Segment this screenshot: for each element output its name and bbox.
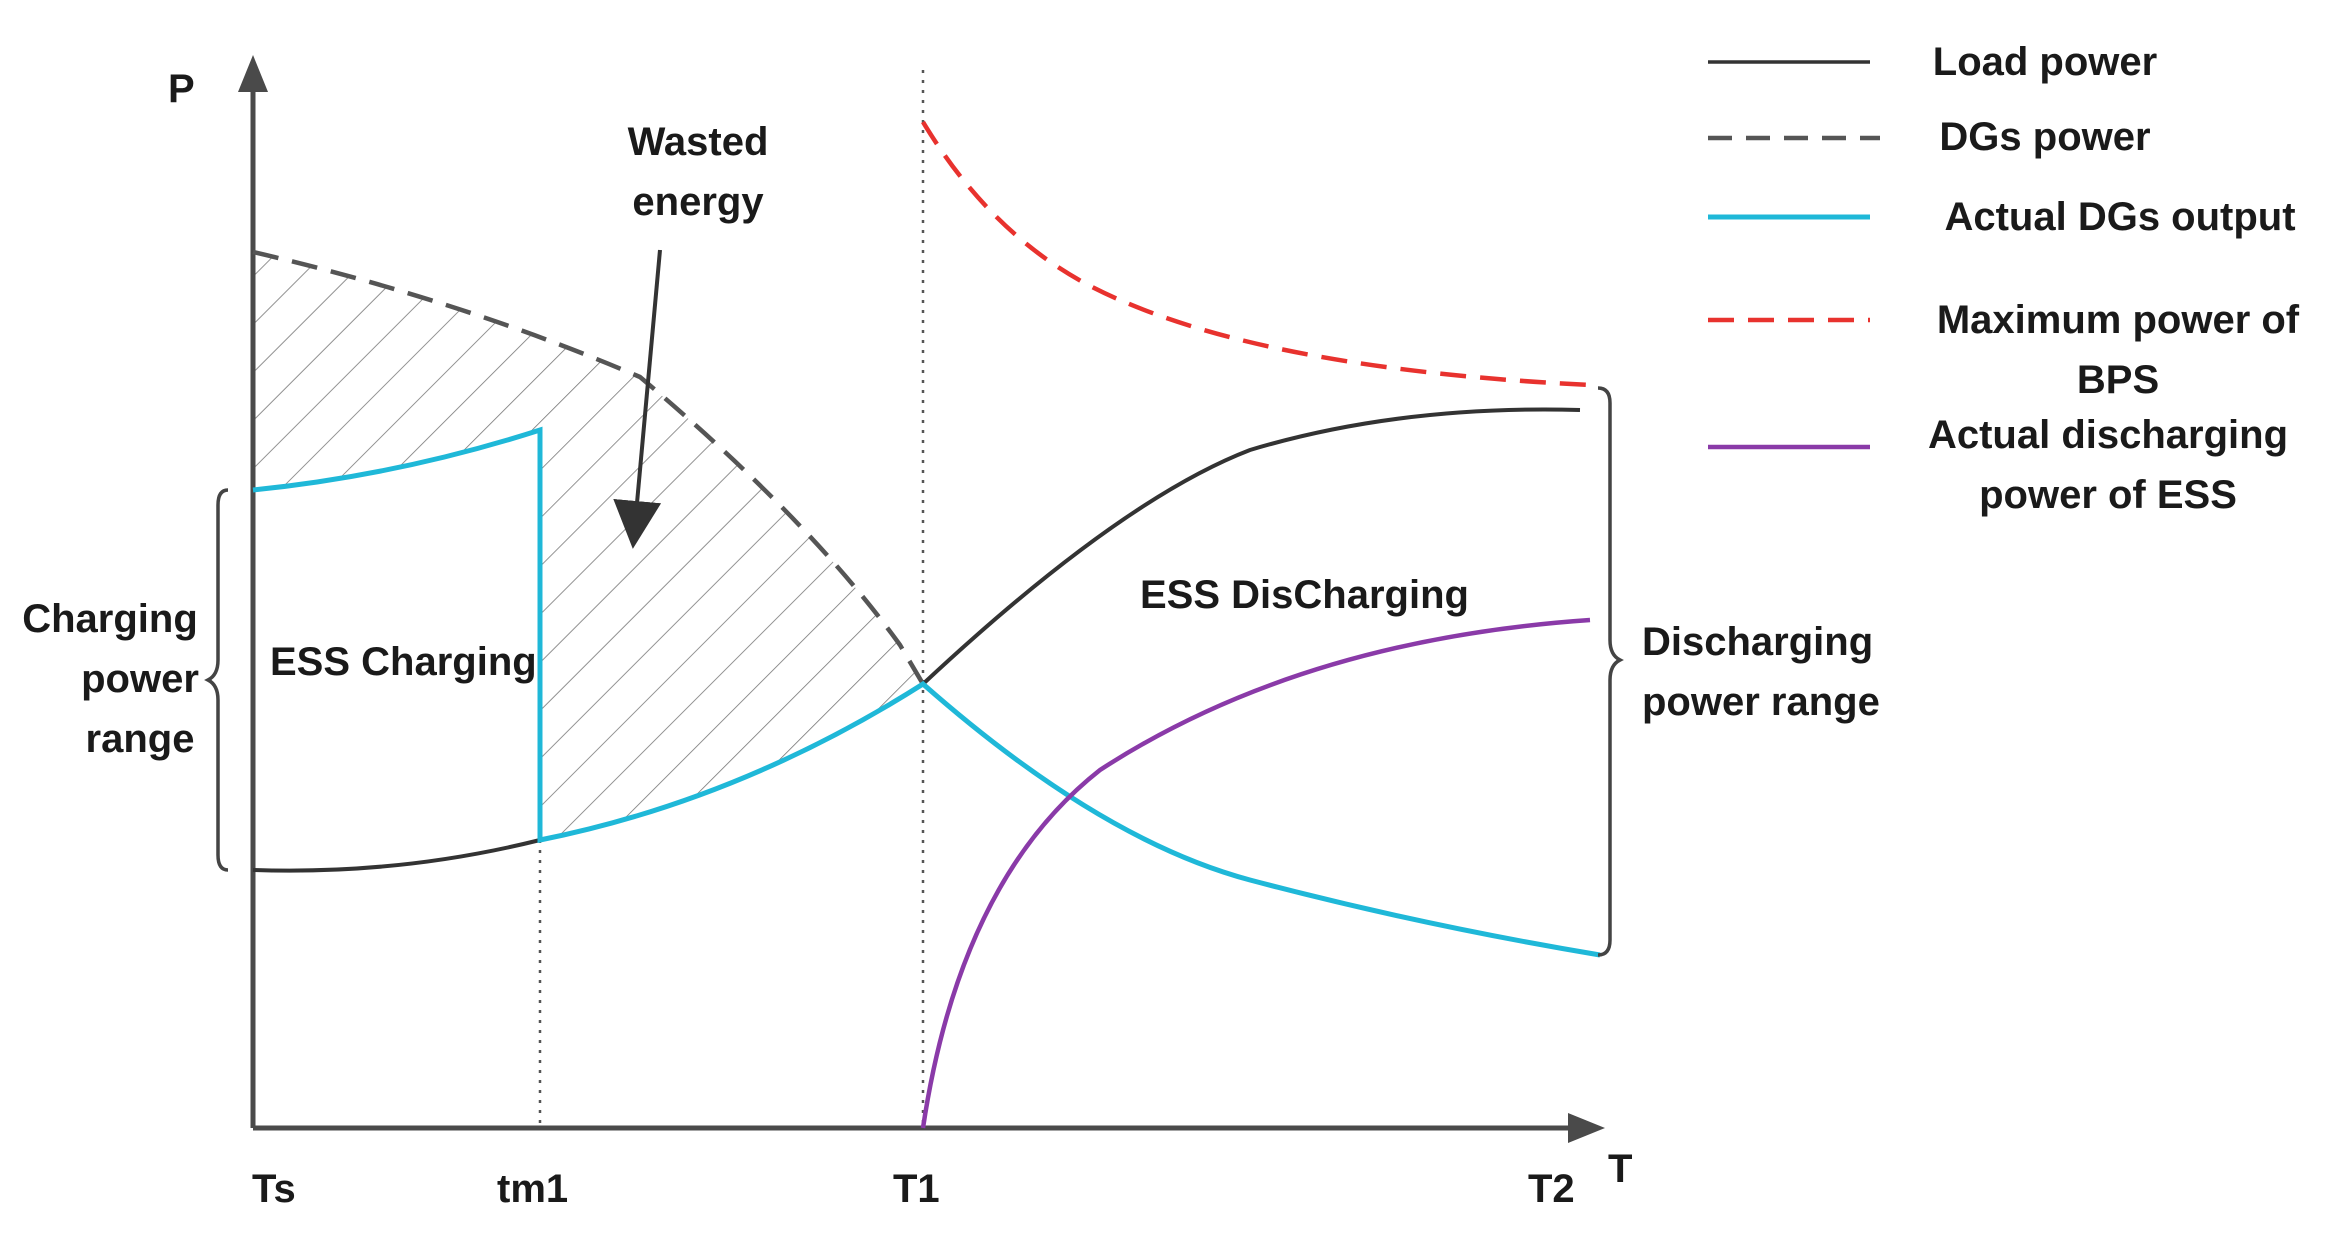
legend-load-power-label: Load power	[1933, 40, 2157, 84]
actual-dgs-output-curve	[253, 430, 1600, 955]
ess-discharging-label: ESS DisCharging	[1140, 573, 1469, 617]
wasted-energy-label-line2: energy	[632, 180, 764, 224]
tick-t1: T1	[893, 1167, 940, 1211]
wasted-energy-label-line1: Wasted	[628, 120, 769, 164]
tick-tm1: tm1	[497, 1167, 568, 1211]
legend-ess-discharge-label-line2: power of ESS	[1979, 473, 2237, 517]
charging-range-label-line2: power	[81, 657, 199, 701]
power-timeline-diagram: P T Ts tm1 T1 T2 Wasted energy ESS Charg…	[0, 0, 2330, 1230]
charging-range-brace	[208, 490, 228, 870]
discharging-range-label-line2: power range	[1642, 680, 1880, 724]
legend-max-bps-label-line2: BPS	[2077, 358, 2159, 402]
x-axis-label: T	[1608, 1147, 1632, 1191]
legend-ess-discharge-label-line1: Actual discharging	[1928, 413, 2288, 457]
wasted-energy-region	[253, 252, 923, 840]
legend: Load power DGs power Actual DGs output M…	[1708, 40, 2300, 517]
charging-range-label-line3: range	[86, 717, 195, 761]
legend-actual-dgs-label: Actual DGs output	[1944, 195, 2295, 239]
legend-dgs-power-label: DGs power	[1939, 115, 2150, 159]
tick-t2: T2	[1528, 1167, 1575, 1211]
discharging-range-label-line1: Discharging	[1642, 620, 1873, 664]
charging-range-label-line1: Charging	[22, 597, 198, 641]
diagram-canvas: P T Ts tm1 T1 T2 Wasted energy ESS Charg…	[0, 0, 2330, 1230]
ess-charging-label: ESS Charging	[270, 640, 537, 684]
ess-discharge-curve	[923, 620, 1590, 1128]
y-axis-arrow	[238, 55, 268, 92]
legend-max-bps-label-line1: Maximum power of	[1937, 298, 2300, 342]
y-axis-label: P	[168, 67, 195, 111]
tick-ts: Ts	[252, 1167, 296, 1211]
max-bps-power-curve	[923, 122, 1590, 385]
discharging-range-brace	[1598, 388, 1620, 955]
x-axis-arrow	[1568, 1113, 1605, 1143]
